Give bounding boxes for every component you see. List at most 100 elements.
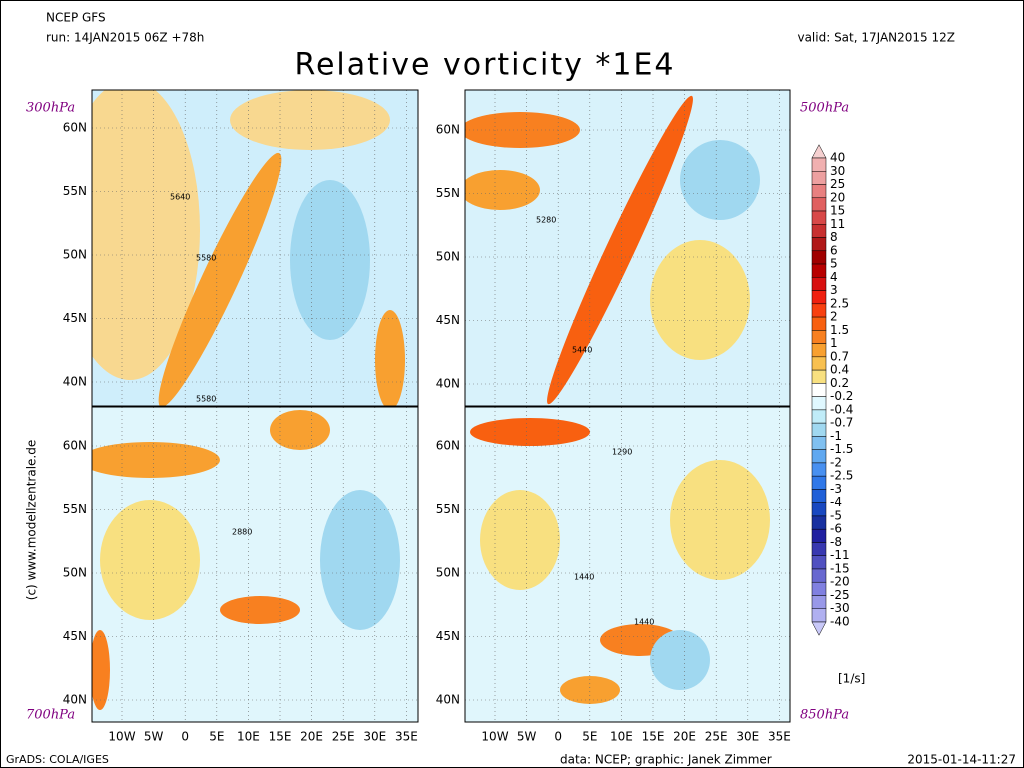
colorbar-label: -1.5 [830, 442, 853, 456]
colorbar-label: -8 [830, 535, 842, 549]
colorbar-label: 20 [830, 190, 845, 204]
colorbar-label: 25 [830, 177, 845, 191]
colorbar-box [811, 462, 827, 477]
lat-label: 40N [63, 375, 87, 389]
lat-label: 40N [63, 693, 87, 707]
contour-label: 5580 [196, 254, 216, 263]
colorbar-box [811, 157, 827, 172]
lat-label: 45N [436, 313, 460, 327]
colorbar-label: -11 [830, 548, 850, 562]
colorbar-box [811, 369, 827, 384]
run: run: 14JAN2015 06Z +78h [46, 31, 204, 45]
colorbar-label: 30 [830, 164, 845, 178]
colorbar-label: -1 [830, 429, 842, 443]
lat-label: 50N [63, 248, 87, 262]
contour-label: 2880 [232, 528, 252, 537]
colorbar-box [811, 555, 827, 570]
colorbar-box [811, 210, 827, 225]
colorbar-label: -6 [830, 522, 842, 536]
colorbar-box [811, 422, 827, 437]
field [465, 90, 790, 406]
lon-label: 25E [705, 730, 728, 744]
level-label: 700hPa [26, 708, 75, 723]
colorbar-box [811, 197, 827, 212]
colorbar-label: -20 [830, 575, 850, 589]
lon-label: 10W [108, 730, 135, 744]
contour-label: 5280 [536, 216, 556, 225]
title: Relative vorticity *1E4 [294, 48, 675, 83]
colorbar-cap [811, 621, 827, 636]
colorbar-label: -4 [830, 495, 842, 509]
colorbar-label: 1.5 [830, 323, 849, 337]
lat-label: 60N [436, 439, 460, 453]
footer-center: data: NCEP; graphic: Janek Zimmer [560, 753, 772, 767]
level-label: 300hPa [26, 101, 75, 116]
colorbar-box [811, 277, 827, 291]
lon-label: 5E [582, 730, 597, 744]
colorbar-label: -2.5 [830, 469, 853, 483]
colorbar-label: -25 [830, 588, 850, 602]
colorbar-label: 2.5 [830, 296, 849, 310]
lon-label: 10W [481, 730, 508, 744]
colorbar-label: 4 [830, 270, 838, 284]
footer-right: 2015-01-14-11:27 [907, 753, 1016, 767]
lat-label: 60N [63, 121, 87, 135]
lat-label: 55N [63, 502, 87, 516]
lon-label: 15E [269, 730, 292, 744]
lat-label: 40N [436, 377, 460, 391]
field [92, 90, 418, 406]
colorbar-box [811, 383, 827, 397]
colorbar-label: 0.4 [830, 363, 849, 377]
colorbar-box [811, 250, 827, 265]
lon-label: 10E [610, 730, 633, 744]
colorbar-box [811, 303, 827, 318]
lon-label: 30E [736, 730, 759, 744]
lon-label: 0 [181, 730, 189, 744]
valid: valid: Sat, 17JAN2015 12Z [797, 31, 955, 45]
field [465, 407, 790, 722]
colorbar-label: 6 [830, 243, 838, 257]
colorbar-label: 11 [830, 217, 845, 231]
contour-label: 1440 [634, 618, 654, 627]
colorbar-box [811, 343, 827, 358]
lon-label: 10E [237, 730, 260, 744]
colorbar-box [811, 171, 827, 185]
colorbar-box [811, 356, 827, 371]
field [92, 407, 418, 722]
contour-label: 5580 [196, 395, 216, 404]
colorbar-label: 8 [830, 230, 838, 244]
contour-label: 5440 [572, 346, 592, 355]
colorbar-box [811, 290, 827, 305]
contour-label: 1440 [574, 573, 594, 582]
lat-label: 55N [436, 186, 460, 200]
lon-label: 0 [554, 730, 562, 744]
unit: [1/s] [838, 672, 865, 686]
colorbar-label: 0.7 [830, 349, 849, 363]
colorbar-label: -15 [830, 561, 850, 575]
lat-label: 55N [436, 502, 460, 516]
colorbar-box [811, 502, 827, 517]
level-label: 500hPa [800, 101, 849, 116]
colorbar-label: 15 [830, 204, 845, 218]
lon-label: 15E [642, 730, 665, 744]
lon-label: 30E [363, 730, 386, 744]
colorbar-box [811, 436, 827, 450]
colorbar-label: -30 [830, 601, 850, 615]
colorbar-box [811, 595, 827, 609]
colorbar-label: -3 [830, 482, 842, 496]
lon-label: 25E [332, 730, 355, 744]
colorbar-box [811, 224, 827, 238]
lon-label: 5W [144, 730, 164, 744]
lat-label: 55N [63, 184, 87, 198]
lat-label: 45N [63, 629, 87, 643]
lat-label: 50N [436, 566, 460, 580]
contour-label: 1290 [612, 448, 632, 457]
colorbar-label: 5 [830, 257, 838, 271]
lat-label: 50N [63, 566, 87, 580]
lon-label: 20E [673, 730, 696, 744]
colorbar-label: -0.2 [830, 389, 853, 403]
lat-label: 50N [436, 250, 460, 264]
colorbar-box [811, 330, 827, 344]
colorbar-label: 0.2 [830, 376, 849, 390]
colorbar-box [811, 608, 827, 623]
